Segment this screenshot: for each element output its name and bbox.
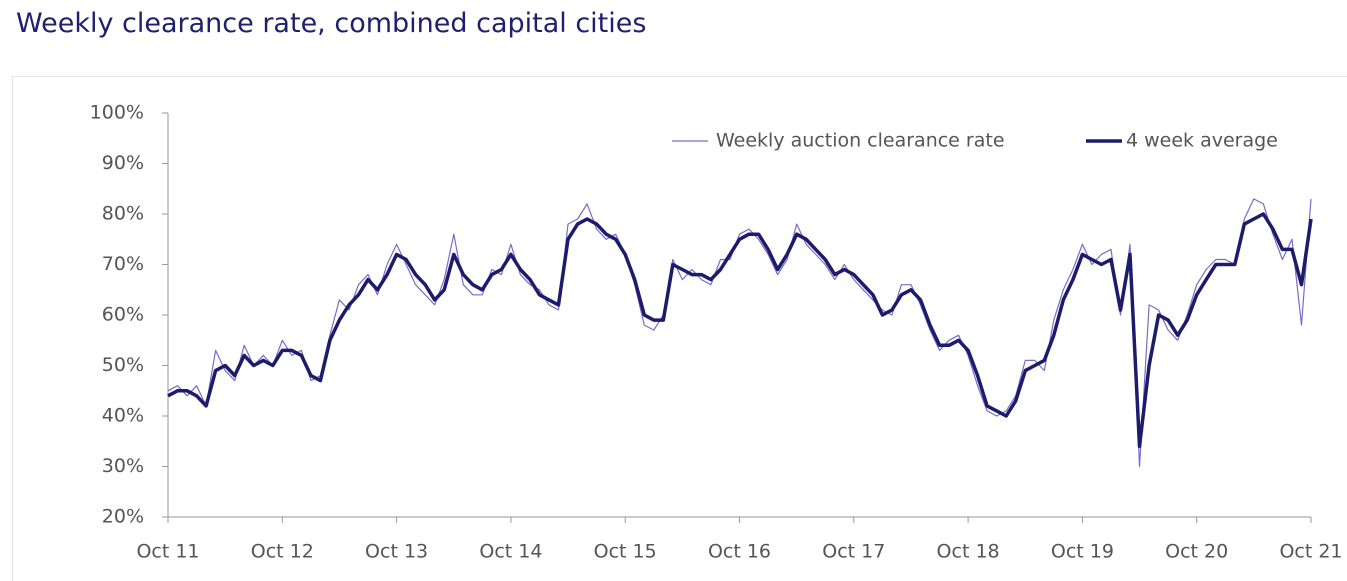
x-tick-label: Oct 13	[365, 541, 428, 563]
chart-title: Weekly clearance rate, combined capital …	[16, 8, 647, 39]
legend-label: Weekly auction clearance rate	[716, 130, 1005, 152]
x-tick-label: Oct 16	[708, 541, 771, 563]
legend-label: 4 week average	[1126, 130, 1278, 152]
series-line	[167, 212, 1313, 449]
x-tick-label: Oct 21	[1279, 541, 1342, 563]
y-tick-label: 80%	[102, 203, 144, 225]
x-tick-label: Oct 19	[1051, 541, 1114, 563]
x-tick-label: Oct 12	[251, 541, 314, 563]
y-tick-label: 90%	[102, 152, 144, 174]
x-tick-label: Oct 20	[1165, 541, 1228, 563]
y-tick-label: 70%	[102, 253, 144, 275]
y-tick-label: 20%	[102, 506, 144, 528]
chart-panel	[12, 76, 1347, 581]
y-tick-label: 40%	[102, 405, 144, 427]
x-tick-label: Oct 18	[937, 541, 1000, 563]
y-tick-label: 100%	[90, 102, 144, 124]
y-tick-label: 60%	[102, 304, 144, 326]
x-tick-label: Oct 11	[136, 541, 199, 563]
y-tick-label: 50%	[102, 354, 144, 376]
y-tick-label: 30%	[102, 455, 144, 477]
x-tick-label: Oct 15	[594, 541, 657, 563]
x-tick-label: Oct 14	[479, 541, 542, 563]
x-tick-label: Oct 17	[822, 541, 885, 563]
series-line	[167, 198, 1312, 468]
